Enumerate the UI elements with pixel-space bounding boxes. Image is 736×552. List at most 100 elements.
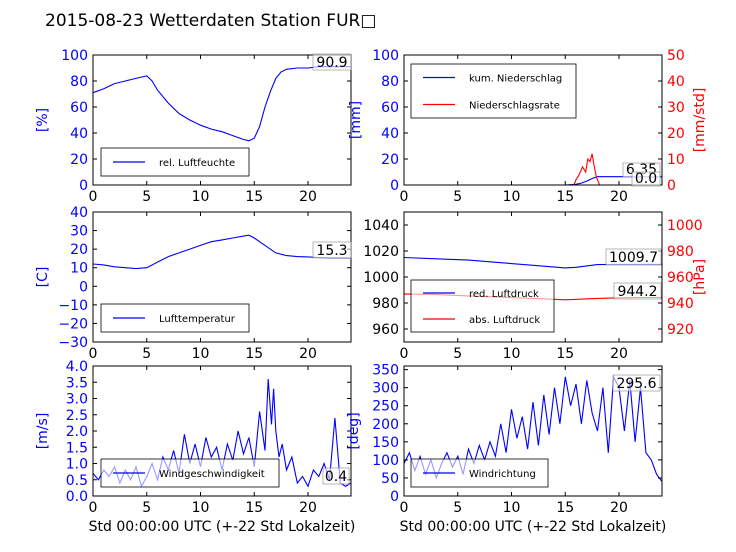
y-tick-label: 200 bbox=[372, 417, 399, 433]
plot-frame bbox=[92, 211, 352, 343]
y-axis-label: [mm] bbox=[348, 101, 364, 139]
value-annotation: 15.3 bbox=[316, 243, 347, 259]
y-axis-label: [%] bbox=[35, 108, 51, 132]
y-tick-label: 980 bbox=[372, 296, 399, 312]
y-tick-label: 100 bbox=[372, 453, 399, 469]
y-tick-label: 0 bbox=[79, 279, 88, 295]
series-line-precip bbox=[404, 176, 662, 186]
y-tick-label: 0 bbox=[390, 178, 399, 194]
plot-frame bbox=[403, 365, 663, 497]
y-tick-label: 3.0 bbox=[66, 392, 88, 408]
y-tick-label: 10 bbox=[70, 261, 88, 277]
legend-label: Niederschlagsrate bbox=[469, 101, 560, 112]
y-tick-label: 20 bbox=[381, 152, 399, 168]
x-tick-label: 0 bbox=[89, 500, 98, 516]
panel-precip: 0 5 10 15 20 0 20 40 60 80 100 0 10 20 30 40 50 [mm] [mm/s… bbox=[348, 48, 708, 205]
x-tick-label: 10 bbox=[192, 189, 210, 205]
figure-title: 2015-08-23 Wetterdaten Station FUR□ bbox=[45, 11, 376, 31]
x-tick-label: 20 bbox=[299, 346, 317, 362]
y2-axis-label: [hPa] bbox=[692, 259, 708, 295]
y-tick-label: 0 bbox=[390, 489, 399, 505]
y2-tick-label: 940 bbox=[667, 296, 694, 312]
x-tick-label: 10 bbox=[503, 189, 521, 205]
x-tick-label: 15 bbox=[245, 189, 263, 205]
plot-frame bbox=[92, 54, 352, 186]
y-tick-label: 960 bbox=[372, 322, 399, 338]
x-tick-label: 0 bbox=[89, 346, 98, 362]
plot-frame bbox=[403, 54, 663, 186]
y2-tick-label: 20 bbox=[667, 126, 685, 142]
panel-pressure: 0 5 10 15 20 960 980 1000 1020 1040 920 940 960 980 10… bbox=[363, 211, 708, 362]
value-annotation: 90.9 bbox=[316, 55, 347, 71]
x-tick-label: 10 bbox=[192, 500, 210, 516]
y2-tick-label: 920 bbox=[667, 322, 694, 338]
y2-tick-label: 980 bbox=[667, 244, 694, 260]
legend-label: kum. Niederschlag bbox=[469, 74, 562, 85]
y-tick-label: 80 bbox=[381, 74, 399, 90]
y-tick-label: −30 bbox=[58, 335, 88, 351]
y-tick-label: 300 bbox=[372, 381, 399, 397]
y-tick-label: 0.5 bbox=[66, 473, 88, 489]
y-tick-label: 30 bbox=[70, 224, 88, 240]
x-tick-label: 5 bbox=[142, 189, 151, 205]
y2-tick-label: 50 bbox=[667, 48, 685, 64]
x-tick-label: 20 bbox=[610, 346, 628, 362]
y-tick-label: 40 bbox=[70, 205, 88, 221]
legend-label: Windrichtung bbox=[469, 469, 536, 480]
y-tick-label: 4.0 bbox=[66, 359, 88, 375]
x-tick-label: 0 bbox=[89, 189, 98, 205]
y-tick-label: 350 bbox=[372, 363, 399, 379]
x-tick-label: 20 bbox=[610, 500, 628, 516]
y-tick-label: 60 bbox=[381, 100, 399, 116]
y-tick-label: −20 bbox=[58, 316, 88, 332]
legend-label: abs. Luftdruck bbox=[469, 315, 540, 326]
x-tick-label: 0 bbox=[400, 346, 409, 362]
y2-axis-label: [mm/std] bbox=[692, 88, 708, 153]
x-tick-label: 15 bbox=[245, 500, 263, 516]
y-tick-label: 2.0 bbox=[66, 424, 88, 440]
y-axis-label: [deg] bbox=[346, 412, 362, 449]
y-tick-label: 3.5 bbox=[66, 375, 88, 391]
series-line-humidity bbox=[92, 66, 351, 142]
y-tick-label: 100 bbox=[372, 48, 399, 64]
annotation-box bbox=[613, 282, 662, 300]
y-tick-label: 250 bbox=[372, 399, 399, 415]
annotation-box bbox=[605, 248, 662, 266]
y-tick-label: 1040 bbox=[363, 218, 399, 234]
y2-tick-label: 10 bbox=[667, 152, 685, 168]
x-axis-label: Std 00:00:00 UTC (+-22 Std Lokalzeit) bbox=[400, 519, 667, 535]
legend-box bbox=[410, 279, 555, 333]
y-tick-label: 1000 bbox=[363, 270, 399, 286]
y-tick-label: 2.5 bbox=[66, 408, 88, 424]
panel-temperature: 0 5 10 15 20 −30 −20 −10 0 10 20 30 40 [C] Lufttempera… bbox=[35, 205, 352, 362]
y2-tick-label: 40 bbox=[667, 74, 685, 90]
legend-label: Lufttemperatur bbox=[159, 314, 236, 325]
annotation-box bbox=[631, 171, 661, 187]
y-tick-label: 50 bbox=[381, 471, 399, 487]
y-axis-label: [m/s] bbox=[35, 413, 51, 450]
y2-tick-label: 0 bbox=[667, 178, 676, 194]
y-tick-label: 1.5 bbox=[66, 440, 88, 456]
annotation-box bbox=[312, 53, 352, 71]
value-annotation: 295.6 bbox=[616, 376, 656, 392]
x-tick-label: 5 bbox=[453, 346, 462, 362]
y-tick-label: 100 bbox=[61, 48, 88, 64]
annotation-box bbox=[612, 374, 661, 392]
value-annotation: 944.2 bbox=[617, 284, 657, 300]
y2-tick-label: 30 bbox=[667, 100, 685, 116]
value-annotation: 1009.7 bbox=[609, 250, 658, 266]
y-tick-label: 60 bbox=[70, 100, 88, 116]
x-tick-label: 5 bbox=[453, 189, 462, 205]
x-tick-label: 20 bbox=[299, 500, 317, 516]
x-tick-label: 5 bbox=[142, 500, 151, 516]
x-tick-label: 10 bbox=[503, 500, 521, 516]
legend-label: red. Luftdruck bbox=[469, 289, 539, 300]
legend-box bbox=[410, 63, 577, 119]
x-tick-label: 10 bbox=[192, 346, 210, 362]
x-tick-label: 0 bbox=[400, 500, 409, 516]
x-tick-label: 15 bbox=[556, 346, 574, 362]
y-axis-label: [C] bbox=[35, 267, 51, 288]
panel-wind_speed: 0 5 10 15 20 0.00.51.01.52.02.53.03.54.0 [m/s]… bbox=[35, 359, 355, 535]
